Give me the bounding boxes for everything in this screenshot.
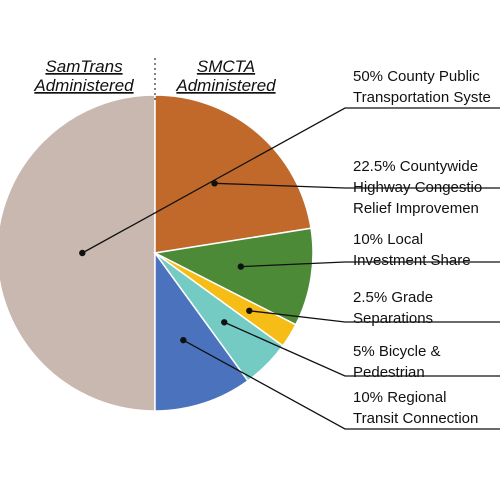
slice-label-2-line-1: Investment Share: [353, 252, 471, 269]
leader-line-4: [224, 321, 500, 377]
slice-labels: 50% County Public Transportation Syste 22.…: [353, 68, 491, 427]
leader-lines: [79, 107, 500, 430]
leader-line-1: [214, 182, 500, 189]
right-header-line-1: SMCTA: [197, 57, 255, 76]
slice-label-1-line-1: Highway Congestio: [353, 179, 482, 196]
slice-label-2-line-0: 10% Local: [353, 231, 423, 248]
slice-label-3-line-1: Separations: [353, 310, 433, 327]
slice-label-4-line-0: 5% Bicycle &: [353, 343, 441, 360]
pie-slice-5: [154, 250, 249, 412]
slice-label-0-line-0: 50% County Public: [353, 68, 480, 85]
leader-line-0: [82, 107, 500, 254]
leader-line-5: [183, 339, 500, 430]
pie-slices: [0, 94, 314, 412]
leader-dot-5: [180, 336, 187, 344]
slice-label-0-line-1: Transportation Syste: [353, 89, 491, 106]
pie-slice-2: [152, 227, 314, 326]
slice-label-3-line-0: 2.5% Grade: [353, 289, 433, 306]
slice-label-5-line-1: Transit Connection: [353, 410, 478, 427]
slice-label-5-line-0: 10% Regional: [353, 389, 446, 406]
slice-label-1-line-0: 22.5% Countywide: [353, 158, 478, 175]
leader-line-2: [240, 261, 500, 268]
pie-slice-1: [154, 94, 312, 254]
left-header-line-1: SamTrans: [45, 57, 123, 76]
left-header-line-2: Administered: [33, 76, 134, 95]
slice-label-1-line-2: Relief Improvemen: [353, 200, 479, 217]
right-header-line-2: Administered: [175, 76, 276, 95]
header-labels: SamTrans Administered SMCTA Administered: [33, 57, 276, 95]
pie-slice-0: [0, 94, 156, 412]
slice-label-4-line-1: Pedestrian: [353, 364, 425, 381]
leader-line-3: [249, 310, 500, 323]
